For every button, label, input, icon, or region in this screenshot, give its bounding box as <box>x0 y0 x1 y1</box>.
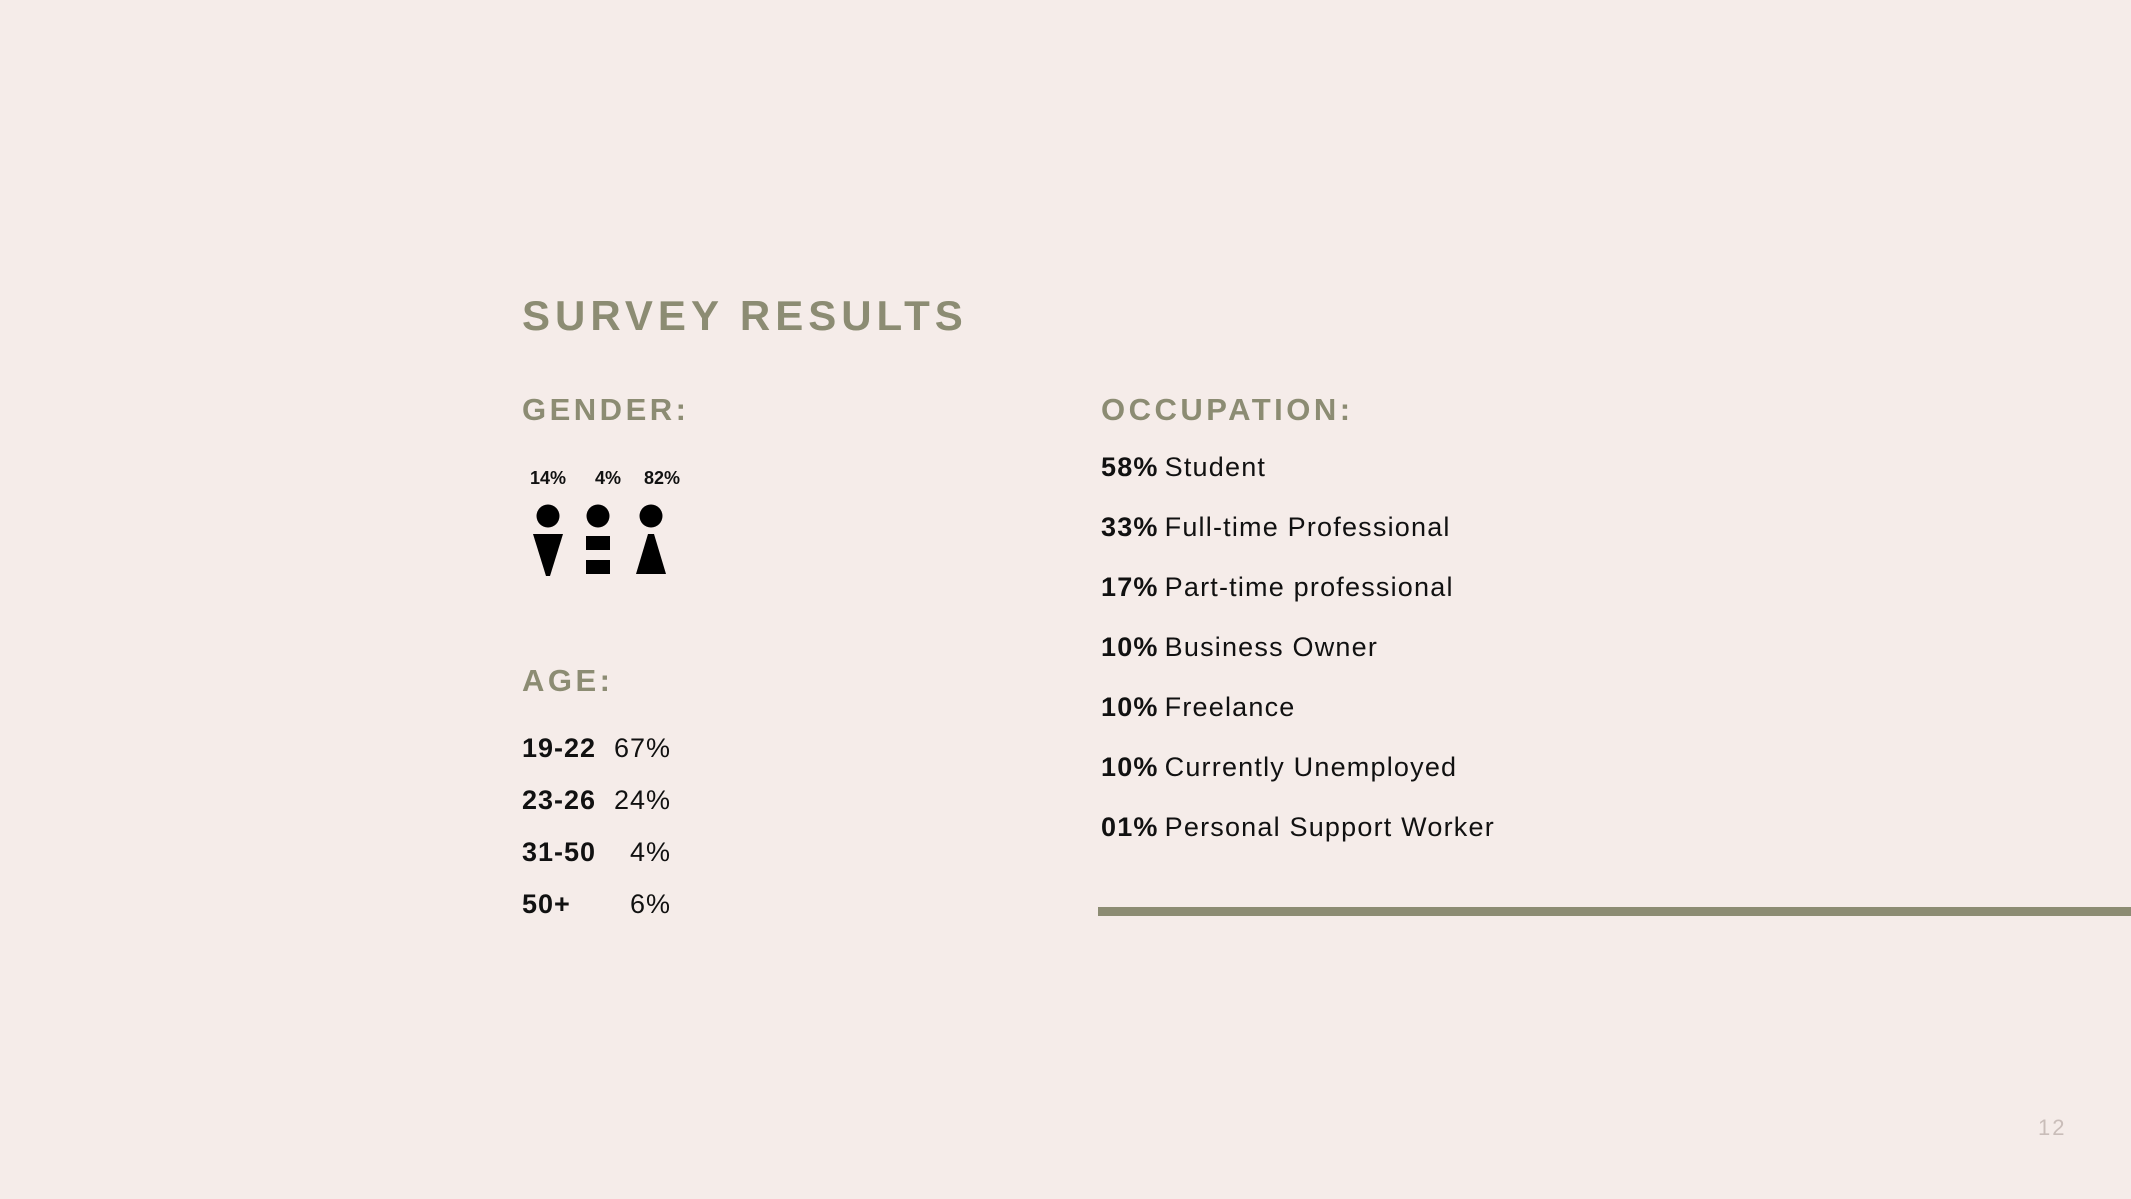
occupation-percent: 58% <box>1101 452 1159 482</box>
age-row: 23-26 24% <box>522 785 722 837</box>
list-item: 33% Full-time Professional <box>1101 512 1901 572</box>
non-binary-figure-icon <box>586 504 610 574</box>
occupation-label: Business Owner <box>1164 632 1379 662</box>
age-range: 19-22 <box>522 733 597 763</box>
age-range: 23-26 <box>522 785 597 815</box>
occupation-percent: 10% <box>1101 692 1159 722</box>
age-heading: AGE: <box>522 663 614 698</box>
occupation-label: Freelance <box>1164 692 1296 722</box>
gender-heading: GENDER: <box>522 392 690 427</box>
gender-percent-male: 14% <box>529 468 567 488</box>
male-figure-icon <box>533 504 563 576</box>
list-item: 58% Student <box>1101 452 1901 512</box>
age-percent: 67% <box>613 733 671 763</box>
age-range: 31-50 <box>522 837 597 867</box>
page-number: 12 <box>2038 1115 2067 1140</box>
occupation-label: Personal Support Worker <box>1164 812 1495 842</box>
occupation-label: Full-time Professional <box>1164 512 1451 542</box>
list-item: 17% Part-time professional <box>1101 572 1901 632</box>
gender-percent-female: 82% <box>643 468 681 488</box>
occupation-percent: 10% <box>1101 632 1159 662</box>
age-row: 31-50 4% <box>522 837 722 889</box>
occupation-percent: 33% <box>1101 512 1159 542</box>
occupation-list: 58% Student 33% Full-time Professional 17%… <box>1101 452 1901 872</box>
occupation-label: Student <box>1164 452 1267 482</box>
age-row: 19-22 67% <box>522 733 722 785</box>
list-item: 10% Business Owner <box>1101 632 1901 692</box>
list-item: 10% Freelance <box>1101 692 1901 752</box>
page-title: SURVEY RESULTS <box>522 292 968 339</box>
occupation-label: Currently Unemployed <box>1164 752 1458 782</box>
list-item: 01% Personal Support Worker <box>1101 812 1901 872</box>
age-table: 19-22 67% 23-26 24% 31-50 4% 50+ 6% <box>522 733 722 941</box>
occupation-percent: 01% <box>1101 812 1159 842</box>
age-range: 50+ <box>522 889 571 919</box>
female-figure-icon <box>636 504 666 574</box>
occupation-percent: 10% <box>1101 752 1159 782</box>
age-percent: 6% <box>629 889 671 919</box>
age-percent: 24% <box>613 785 671 815</box>
gender-chart: 14% 4% 82% <box>522 468 722 588</box>
accent-divider <box>1098 907 2131 916</box>
occupation-heading: OCCUPATION: <box>1101 392 1354 427</box>
gender-percent-non-binary: 4% <box>594 468 622 488</box>
occupation-percent: 17% <box>1101 572 1159 602</box>
occupation-label: Part-time professional <box>1164 572 1454 602</box>
age-percent: 4% <box>629 837 671 867</box>
list-item: 10% Currently Unemployed <box>1101 752 1901 812</box>
age-row: 50+ 6% <box>522 889 722 941</box>
